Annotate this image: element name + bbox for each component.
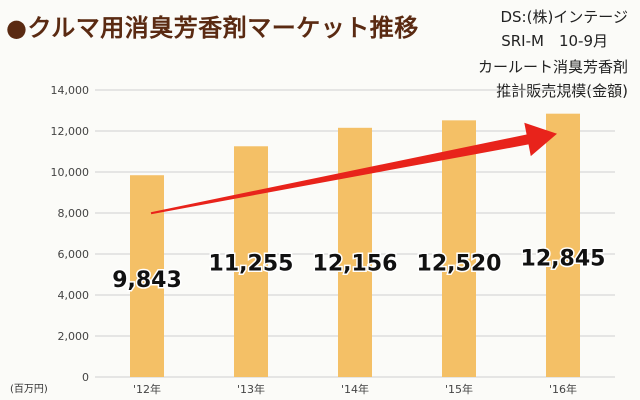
y-tick-label: 14,000 [51, 84, 90, 97]
x-tick-label: '15年 [445, 382, 473, 396]
category-note: カールート消臭芳香剤 [477, 58, 628, 76]
bar [130, 175, 164, 377]
y-tick-label: 4,000 [58, 289, 90, 302]
bar [546, 113, 580, 378]
trend-arrow [150, 122, 558, 215]
y-tick-label: 8,000 [58, 207, 90, 220]
y-tick-label: 0 [82, 371, 89, 384]
x-tick-label: '13年 [237, 382, 265, 396]
chart-title: ●クルマ用消臭芳香剤マーケット推移 [6, 14, 419, 42]
x-tick-label: '12年 [133, 382, 161, 396]
data-label: 12,156 [313, 251, 398, 276]
data-label: 12,520 [417, 251, 502, 276]
data-label: 11,255 [209, 251, 294, 276]
x-tick-label: '16年 [549, 382, 577, 396]
source-note: DS:(株)インテージ [500, 8, 628, 26]
data-label: 9,843 [112, 268, 182, 293]
bar [234, 146, 268, 377]
metric-note: 推計販売規模(金額) [496, 82, 628, 100]
y-unit-label: (百万円) [10, 384, 48, 395]
bar [442, 120, 476, 377]
y-tick-label: 6,000 [58, 248, 90, 261]
y-tick-label: 2,000 [58, 330, 90, 343]
y-tick-label: 10,000 [51, 166, 90, 179]
y-tick-label: 12,000 [51, 125, 90, 138]
data-label: 12,845 [521, 247, 606, 272]
period-note: SRI-M 10-9月 [501, 32, 608, 50]
x-tick-label: '14年 [341, 382, 369, 396]
